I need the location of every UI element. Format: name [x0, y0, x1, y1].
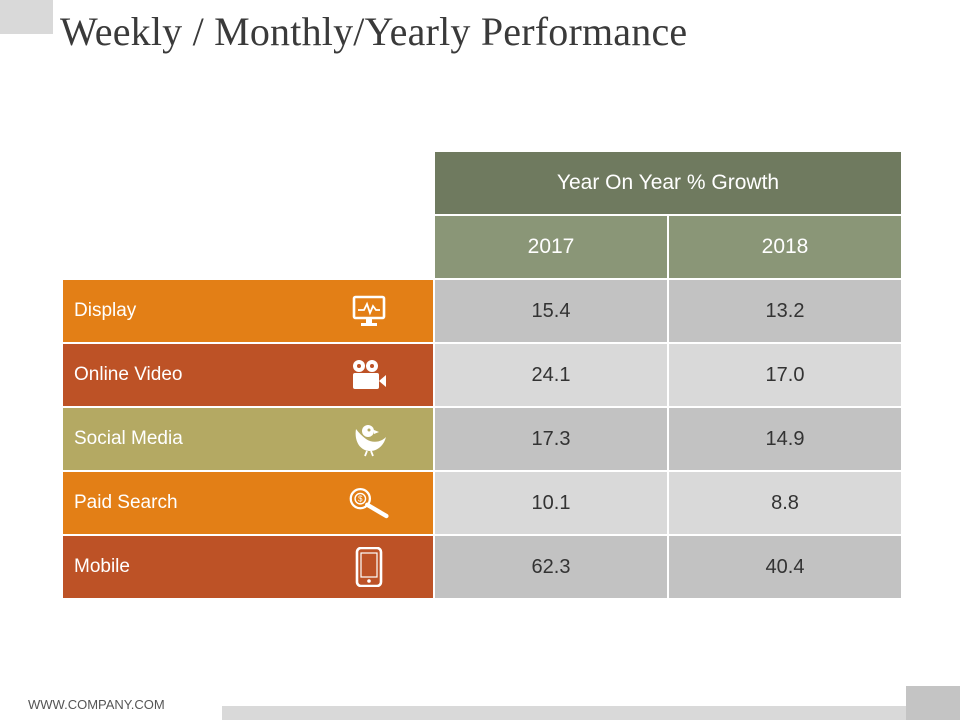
- growth-group-header: Year On Year % Growth: [435, 152, 901, 214]
- page-title: Weekly / Monthly/Yearly Performance: [60, 9, 688, 54]
- value-social-media-2018: 14.9: [669, 408, 901, 470]
- value-social-media-2017: 17.3: [435, 408, 667, 470]
- row-label-social-media: Social Media: [63, 408, 433, 470]
- monitor-chart-icon: [349, 291, 389, 331]
- row-label-mobile: Mobile: [63, 536, 433, 598]
- value-online-video-2018: 17.0: [669, 344, 901, 406]
- footer-url: WWW.COMPANY.COM: [28, 697, 165, 712]
- mobile-phone-icon: [349, 547, 389, 587]
- row-label-text: Social Media: [74, 428, 183, 449]
- value-paid-search-2017: 10.1: [435, 472, 667, 534]
- top-left-decor-block: [0, 0, 53, 34]
- footer-decor-bar: [222, 706, 907, 720]
- row-label-paid-search: Paid Search $: [63, 472, 433, 534]
- value-online-video-2017: 24.1: [435, 344, 667, 406]
- year-header-2018: 2018: [669, 216, 901, 278]
- row-label-text: Display: [74, 300, 137, 321]
- year-header-2017: 2017: [435, 216, 667, 278]
- row-label-text: Mobile: [74, 556, 130, 577]
- bird-icon: [349, 419, 389, 459]
- value-display-2017: 15.4: [435, 280, 667, 342]
- row-label-online-video: Online Video: [63, 344, 433, 406]
- footer-decor-block: [906, 686, 960, 720]
- value-paid-search-2018: 8.8: [669, 472, 901, 534]
- row-label-text: Paid Search: [74, 492, 178, 513]
- row-label-text: Online Video: [74, 364, 183, 385]
- svg-text:$: $: [358, 495, 363, 504]
- value-mobile-2018: 40.4: [669, 536, 901, 598]
- video-camera-icon: [349, 355, 389, 395]
- value-mobile-2017: 62.3: [435, 536, 667, 598]
- dollar-search-icon: $: [349, 483, 389, 523]
- row-label-display: Display: [63, 280, 433, 342]
- value-display-2018: 13.2: [669, 280, 901, 342]
